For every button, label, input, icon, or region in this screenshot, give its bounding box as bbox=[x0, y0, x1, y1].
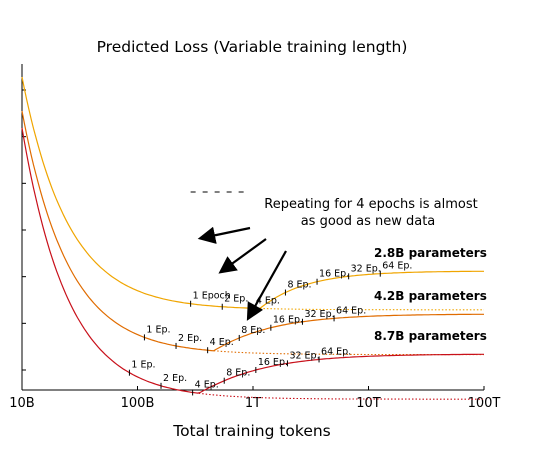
y-ticks bbox=[22, 89, 26, 371]
epoch-label: 4 Ep. bbox=[210, 337, 234, 348]
epoch-label: 1 Epoch bbox=[193, 291, 231, 302]
series-line bbox=[21, 76, 484, 309]
annotation-line-2: as good as new data bbox=[301, 214, 436, 229]
epoch-label: 4 Ep. bbox=[256, 295, 280, 306]
epoch-label: 32 Ep. bbox=[289, 350, 319, 361]
x-tick-label: 100B bbox=[121, 396, 155, 411]
epoch-label: 4 Ep. bbox=[195, 379, 219, 390]
chart-title: Predicted Loss (Variable training length… bbox=[97, 38, 408, 56]
annotation-arrow bbox=[218, 238, 267, 274]
epoch-label: 1 Ep. bbox=[131, 360, 155, 371]
annotation-group: Repeating for 4 epochs is almost as good … bbox=[190, 191, 478, 321]
epoch-label: 16 Ep. bbox=[319, 269, 349, 280]
epoch-label: 16 Ep. bbox=[273, 315, 303, 326]
series-label: 4.2B parameters bbox=[374, 289, 487, 303]
annotation-arrow bbox=[197, 226, 251, 244]
x-tick-label: 1T bbox=[245, 396, 261, 411]
series-line bbox=[21, 110, 484, 352]
epoch-label: 8 Ep. bbox=[287, 280, 311, 291]
epoch-label: 16 Ep. bbox=[258, 357, 288, 368]
series-ideal-line bbox=[259, 307, 484, 311]
series-line bbox=[21, 127, 484, 394]
series-label: 2.8B parameters bbox=[374, 246, 487, 260]
x-tick-label: 10T bbox=[356, 396, 381, 411]
series-label: 8.7B parameters bbox=[374, 329, 487, 343]
epoch-label: 2 Ep. bbox=[224, 294, 248, 305]
x-ticks: 10B 100B 1T 10T 100T bbox=[9, 386, 500, 411]
annotation-arrow bbox=[246, 250, 287, 321]
epoch-label: 2 Ep. bbox=[178, 333, 202, 344]
epoch-label: 8 Ep. bbox=[226, 368, 250, 379]
epoch-label: 32 Ep. bbox=[351, 263, 381, 274]
epoch-label: 64 Ep. bbox=[336, 305, 366, 316]
epoch-label: 64 Ep. bbox=[382, 261, 412, 272]
epoch-label: 1 Ep. bbox=[146, 324, 170, 335]
x-tick-label: 10B bbox=[9, 396, 34, 411]
series-ideal-line bbox=[198, 392, 483, 400]
epoch-label: 64 Ep. bbox=[321, 346, 351, 357]
x-axis-label: Total training tokens bbox=[172, 422, 331, 440]
epoch-label: 2 Ep. bbox=[163, 373, 187, 384]
epoch-label: 32 Ep. bbox=[304, 309, 334, 320]
epoch-label: 8 Ep. bbox=[241, 325, 265, 336]
annotation-line-1: Repeating for 4 epochs is almost bbox=[264, 197, 477, 212]
x-tick-label: 100T bbox=[468, 396, 501, 411]
